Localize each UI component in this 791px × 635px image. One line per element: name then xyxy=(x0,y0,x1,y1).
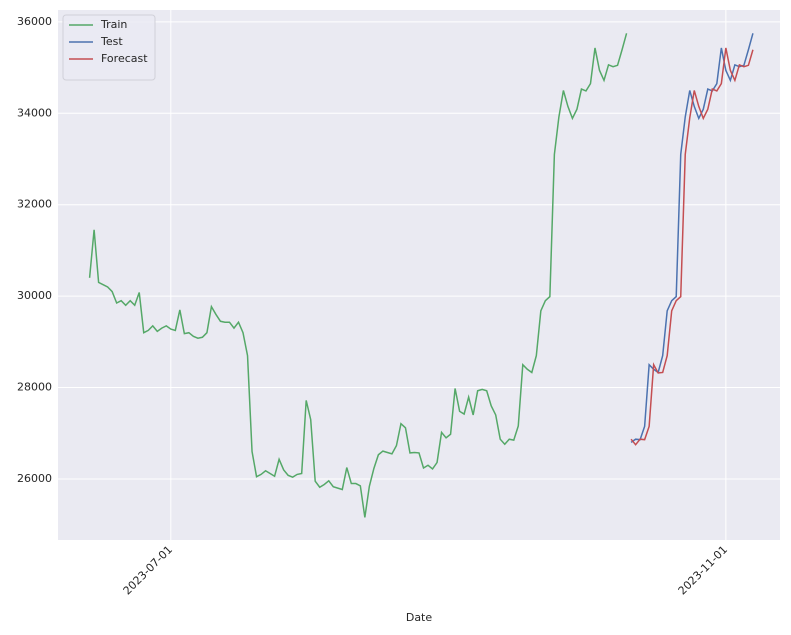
legend-box xyxy=(62,14,156,81)
y-tick-label: 34000 xyxy=(17,106,52,119)
series-line xyxy=(630,33,754,444)
legend: Train Test Forecast xyxy=(62,14,156,81)
y-tick-label: 30000 xyxy=(17,289,52,302)
y-tick-label: 36000 xyxy=(17,15,52,28)
x-tick-label: 2023-07-01 xyxy=(121,543,175,597)
x-axis-label: Date xyxy=(406,611,433,624)
legend-label: Train xyxy=(100,18,127,31)
grid xyxy=(58,10,780,540)
plot-area xyxy=(58,10,780,540)
legend-label: Test xyxy=(100,35,123,48)
y-tick-label: 28000 xyxy=(17,381,52,394)
x-tick-label: 2023-11-01 xyxy=(676,543,730,597)
y-tick-label: 32000 xyxy=(17,198,52,211)
series-line xyxy=(88,33,628,518)
series-line xyxy=(630,47,754,446)
legend-label: Forecast xyxy=(101,52,148,65)
y-tick-label: 26000 xyxy=(17,472,52,485)
